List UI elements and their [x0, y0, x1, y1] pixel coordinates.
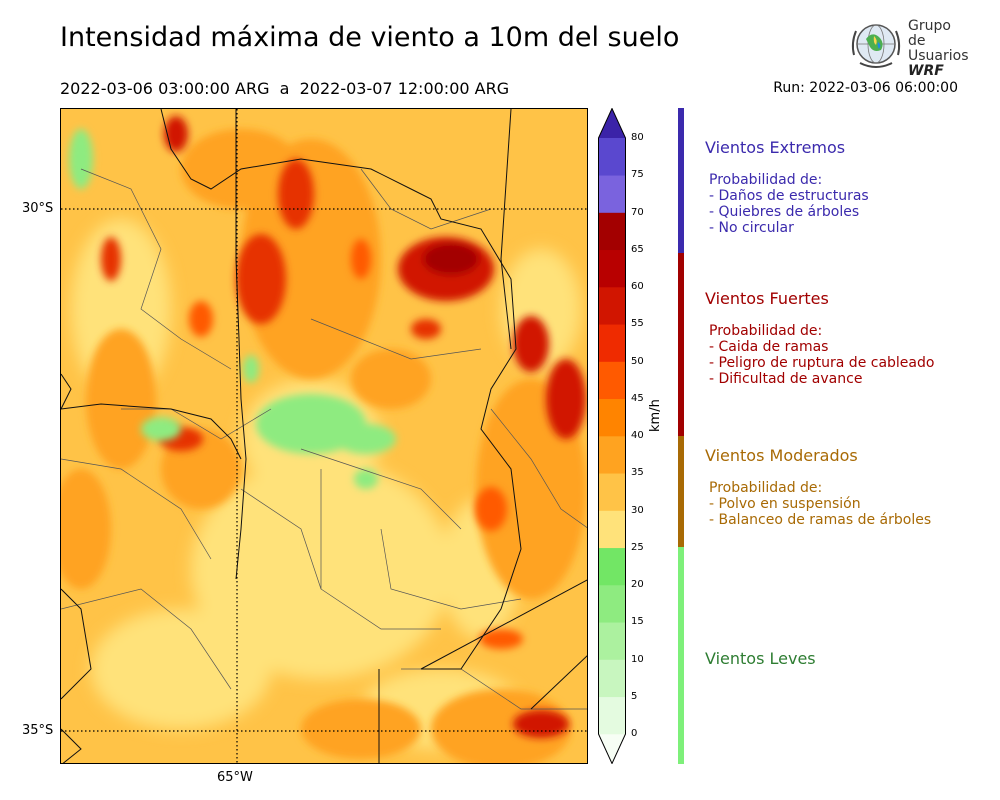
lat-label-35s: 35°S [22, 723, 54, 738]
colorbar-tick-label: 45 [631, 392, 644, 404]
colorbar-tick-label: 80 [631, 132, 644, 143]
wrf-logo: Grupo de Usuarios WRF [848, 17, 969, 79]
category-desc-moderate: Probabilidad de: - Polvo en suspensión -… [709, 480, 931, 528]
category-desc-line: - Daños de estructuras [709, 188, 869, 204]
colorbar-tick-label: 35 [631, 467, 644, 479]
colorbar-units: km/h [648, 399, 663, 432]
colorbar-tick-label: 65 [631, 243, 644, 255]
colorbar-tick-label: 15 [631, 616, 644, 628]
colorbar-tick-label: 10 [631, 653, 644, 665]
category-desc-line: - Quiebres de árboles [709, 204, 860, 220]
category-desc-line: Probabilidad de: [709, 323, 823, 339]
colorbar-segment [598, 249, 626, 288]
colorbar-segment [598, 659, 626, 698]
colorbar-tick-label: 30 [631, 504, 644, 516]
category-title-moderate: Vientos Moderados [705, 446, 858, 465]
wind-field [61, 109, 587, 763]
logo-line-3: WRF [908, 63, 944, 79]
colorbar-tick-label: 75 [631, 169, 644, 181]
category-title-extreme: Vientos Extremos [705, 138, 846, 157]
colorbar-extend-high [598, 108, 626, 138]
colorbar-tick-label: 20 [631, 579, 644, 590]
graticule [61, 109, 587, 763]
colorbar-tick-label: 55 [631, 318, 644, 330]
colorbar-segment [598, 175, 626, 213]
category-title-light: Vientos Leves [705, 649, 816, 668]
forecast-period: 2022-03-06 03:00:00 ARG a 2022-03-07 12:… [60, 79, 510, 98]
category-desc-line: - Peligro de ruptura de cableado [709, 355, 935, 371]
province-boundaries [61, 109, 587, 763]
colorbar-segment [598, 473, 626, 511]
colorbar-tick-label: 50 [631, 355, 644, 367]
category-bar-moderate [678, 436, 684, 547]
colorbar-tick-label: 70 [631, 206, 644, 218]
category-desc-line: - No circular [709, 220, 794, 236]
category-bar-strong [678, 253, 684, 436]
category-desc-line: - Caida de ramas [709, 339, 829, 355]
category-desc-line: - Balanceo de ramas de árboles [709, 512, 932, 528]
colorbar-segment [598, 696, 626, 735]
globe-icon [851, 24, 901, 68]
colorbar-segment [598, 436, 626, 474]
run-time: Run: 2022-03-06 06:00:00 [773, 80, 958, 96]
colorbar-tick-label: 0 [631, 728, 638, 739]
category-title-strong: Vientos Fuertes [705, 289, 829, 308]
category-desc-strong: Probabilidad de: - Caida de ramas - Peli… [709, 323, 934, 387]
colorbar-tick-label: 25 [631, 541, 644, 553]
colorbar-outline [598, 108, 626, 764]
colorbar-segment [598, 361, 626, 400]
category-bar-extreme [678, 108, 684, 253]
wind-strong [101, 116, 586, 738]
colorbar-segment [598, 398, 626, 437]
colorbar-segment [598, 585, 626, 623]
colorbar-tick-label: 40 [631, 430, 644, 441]
wind-light [69, 129, 396, 489]
department-boundaries [61, 168, 587, 710]
colorbar-segment [598, 510, 626, 549]
category-desc-line: Probabilidad de: [709, 480, 823, 496]
colorbar-segments [598, 108, 626, 764]
category-bar-light [678, 547, 684, 764]
category-desc-extreme: Probabilidad de: - Daños de estructuras … [709, 172, 869, 236]
wind-map [60, 108, 588, 764]
lon-label-65w: 65°W [217, 770, 253, 785]
lat-label-30s: 30°S [22, 201, 54, 216]
colorbar-segment [598, 547, 626, 586]
colorbar-segment [598, 622, 626, 660]
colorbar-segment [598, 324, 626, 362]
colorbar-tick-label: 60 [631, 281, 644, 292]
colorbar-segment [598, 138, 626, 176]
wind-orange [61, 129, 586, 763]
category-desc-line: - Dificultad de avance [709, 371, 863, 387]
colorbar-segment [598, 212, 626, 251]
category-desc-line: Probabilidad de: [709, 172, 823, 188]
colorbar-segment [598, 287, 626, 325]
colorbar [598, 108, 626, 764]
chart-title: Intensidad máxima de viento a 10m del su… [60, 22, 680, 53]
category-desc-line: - Polvo en suspensión [709, 496, 861, 512]
colorbar-tick-label: 5 [631, 690, 638, 702]
logo-line-1: Grupo de [908, 18, 951, 49]
logo-line-2: Usuarios [908, 48, 969, 64]
colorbar-extend-low [598, 734, 626, 764]
